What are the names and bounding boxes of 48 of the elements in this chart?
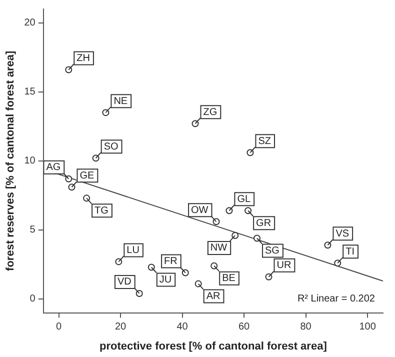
y-axis-title: forest reserves [% of cantonal forest area]: [4, 50, 17, 271]
point: [246, 149, 254, 156]
data-label: JU: [159, 274, 172, 286]
y-tick-label: 20: [24, 18, 36, 29]
y-tick-label: 10: [24, 156, 36, 167]
data-label: GL: [237, 194, 251, 205]
point: [212, 218, 220, 226]
x-tick-label: 60: [238, 322, 250, 333]
data-label: NW: [210, 242, 228, 254]
point: [83, 194, 90, 202]
data-label: VS: [336, 228, 350, 240]
data-label: OW: [191, 204, 209, 216]
data-label: ZG: [203, 106, 218, 118]
y-tick-label: 15: [24, 86, 36, 98]
data-label: AG: [46, 162, 61, 174]
data-label: SO: [104, 141, 118, 152]
point: [192, 120, 199, 128]
point: [226, 207, 233, 214]
data-label: GR: [256, 218, 272, 229]
data-label: TG: [94, 205, 109, 216]
y-tick-label: 5: [30, 224, 36, 236]
y-tick-label: 0: [30, 294, 36, 305]
x-tick-label: 40: [176, 322, 188, 333]
x-tick-label: 20: [114, 322, 127, 333]
data-label: GE: [80, 170, 95, 182]
point: [324, 242, 332, 249]
data-label: SZ: [258, 136, 271, 147]
data-label: LU: [126, 244, 140, 256]
point: [244, 207, 252, 214]
point: [65, 66, 72, 74]
x-tick-label: 100: [359, 322, 376, 333]
data-label: ZH: [76, 53, 90, 64]
data-label: UR: [276, 260, 292, 272]
data-label: AR: [206, 291, 220, 302]
annotation: R² Linear = 0.202: [297, 294, 376, 305]
x-tick-label: 0: [56, 322, 62, 333]
data-label: TI: [346, 246, 354, 258]
data-label: VD: [117, 276, 132, 288]
x-tick-label: 80: [300, 322, 312, 333]
point: [254, 234, 261, 242]
point: [182, 269, 189, 276]
point: [68, 184, 76, 191]
data-label: NE: [114, 96, 128, 107]
x-axis-title: protective forest [% of cantonal forest area]: [99, 340, 328, 352]
data-label: FR: [164, 256, 178, 268]
point: [102, 109, 110, 116]
data-label: BE: [222, 273, 236, 284]
data-label: SG: [265, 245, 280, 256]
